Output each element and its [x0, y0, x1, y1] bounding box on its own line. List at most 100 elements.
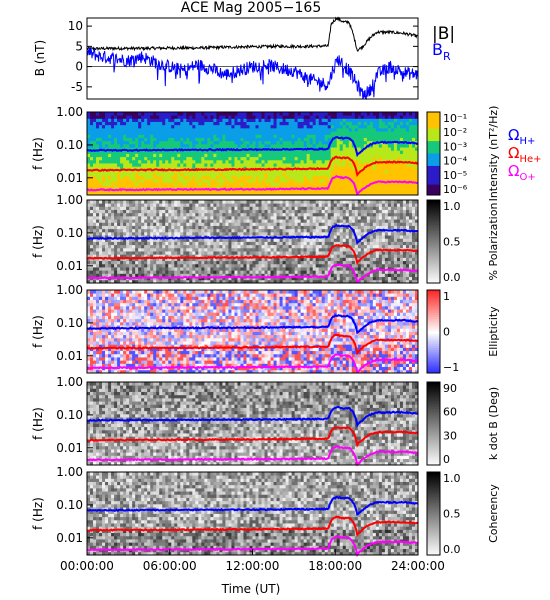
spectrogram-cell	[343, 115, 346, 119]
spectrogram-cell	[370, 169, 373, 173]
spectrogram-cell	[129, 219, 132, 223]
spectrogram-cell	[93, 115, 96, 119]
spectrogram-cell	[102, 125, 105, 129]
spectrogram-cell	[319, 213, 322, 217]
spectrogram-cell	[274, 270, 277, 274]
spectrogram-cell	[295, 248, 298, 252]
spectrogram-cell	[174, 131, 177, 135]
spectrogram-cell	[367, 125, 370, 129]
spectrogram-cell	[240, 134, 243, 138]
spectrogram-cell	[243, 179, 246, 183]
spectrogram-cell	[123, 112, 126, 116]
spectrogram-cell	[120, 203, 123, 207]
spectrogram-cell	[216, 270, 219, 274]
spectrogram-cell	[117, 222, 120, 226]
spectrogram-cell	[204, 176, 207, 180]
spectrogram-cell	[259, 232, 262, 236]
spectrogram-cell	[322, 216, 325, 220]
spectrogram-cell	[234, 226, 237, 230]
spectrogram-cell	[90, 182, 93, 186]
spectrogram-cell	[198, 128, 201, 132]
spectrogram-cell	[307, 206, 310, 210]
spectrogram-cell	[141, 232, 144, 236]
spectrogram-cell	[409, 118, 412, 122]
spectrogram-cell	[195, 115, 198, 119]
spectrogram-cell	[246, 157, 249, 161]
spectrogram-cell	[186, 144, 189, 148]
spectrogram-cell	[159, 154, 162, 158]
spectrogram-cell	[120, 131, 123, 135]
spectrogram-cell	[192, 248, 195, 252]
spectrogram-cell	[87, 248, 90, 252]
spectrogram-cell	[289, 122, 292, 126]
spectrogram-cell	[177, 267, 180, 271]
spectrogram-cell	[216, 144, 219, 148]
spectrogram-cell	[355, 125, 358, 129]
spectrogram-cell	[231, 216, 234, 220]
spectrogram-cell	[195, 128, 198, 132]
spectrogram-cell	[234, 270, 237, 274]
spectrogram-cell	[243, 219, 246, 223]
spectrogram-cell	[313, 213, 316, 217]
spectrogram-cell	[156, 213, 159, 217]
spectrogram-cell	[313, 267, 316, 271]
spectrogram-cell	[319, 226, 322, 230]
spectrogram-cell	[358, 128, 361, 132]
spectrogram-cell	[231, 157, 234, 161]
spectrogram-cell	[358, 160, 361, 164]
spectrogram-cell	[144, 229, 147, 233]
spectrogram-cell	[316, 210, 319, 214]
spectrogram-cell	[189, 179, 192, 183]
spectrogram-panels: 1.000.100.01f (Hz)10⁻¹10⁻²10⁻³10⁻⁴10⁻⁵10…	[31, 105, 500, 556]
spectrogram-cell	[310, 128, 313, 132]
spectrogram-cell	[162, 176, 165, 180]
spectrogram-cell	[280, 229, 283, 233]
spectrogram-cell	[204, 232, 207, 236]
spectrogram-cell	[316, 222, 319, 226]
spectrogram-cell	[259, 173, 262, 177]
spectrogram-cell	[162, 112, 165, 116]
spectrogram-cell	[108, 270, 111, 274]
spectrogram-cell	[189, 131, 192, 135]
spectrogram-cell	[201, 270, 204, 274]
spectrogram-cell	[174, 138, 177, 142]
spectrogram-cell	[283, 213, 286, 217]
spectrogram-cell	[138, 118, 141, 122]
spectrogram-cell	[189, 141, 192, 145]
spectrogram-cell	[292, 154, 295, 158]
spectrogram-cell	[243, 176, 246, 180]
spectrogram-cell	[111, 251, 114, 255]
spectrogram-cell	[129, 210, 132, 214]
spectrogram-cell	[192, 154, 195, 158]
spectrogram-cell	[186, 115, 189, 119]
spectrogram-cell	[271, 176, 274, 180]
spectrogram-cell	[135, 229, 138, 233]
spectrogram-cell	[111, 141, 114, 145]
spectrogram-cell	[388, 166, 391, 170]
spectrogram-cell	[237, 112, 240, 116]
spectrogram-cell	[171, 112, 174, 116]
spectrogram-cell	[234, 203, 237, 207]
spectrogram-cell	[262, 267, 265, 271]
spectrogram-cell	[307, 251, 310, 255]
spectrogram-cell	[210, 115, 213, 119]
spectrogram-cell	[385, 169, 388, 173]
spectrogram-cell	[198, 219, 201, 223]
spectrogram-cell	[271, 163, 274, 167]
spectrogram-cell	[189, 144, 192, 148]
spectrogram-cell	[111, 154, 114, 158]
spectrogram-cell	[295, 112, 298, 116]
spectrogram-cell	[207, 219, 210, 223]
spectrogram-cell	[207, 203, 210, 207]
spectrogram-cell	[189, 213, 192, 217]
spectrogram-cell	[355, 122, 358, 126]
spectrogram-cell	[153, 122, 156, 126]
spectrogram-cell	[274, 200, 277, 204]
spectrogram-cell	[388, 118, 391, 122]
spectrogram-cell	[132, 251, 135, 255]
spectrogram-cell	[147, 128, 150, 132]
spectrogram-cell	[265, 251, 268, 255]
spectrogram-cell	[243, 270, 246, 274]
spectrogram-cell	[391, 173, 394, 177]
spectrogram-cell	[271, 138, 274, 142]
